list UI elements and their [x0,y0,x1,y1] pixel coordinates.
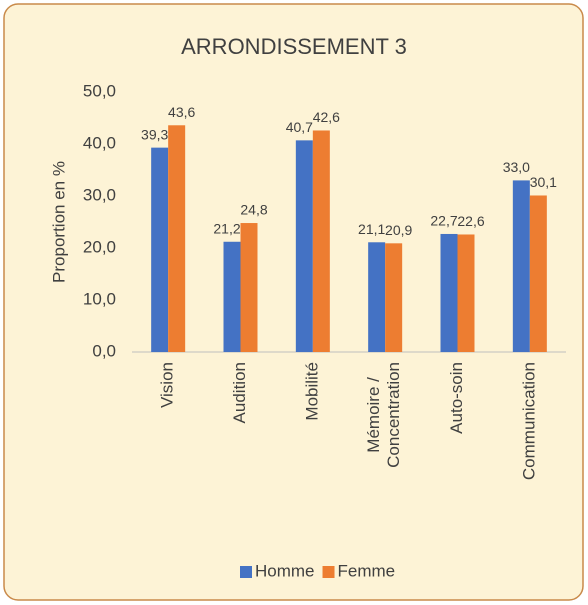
y-tick-label: 20,0 [83,237,116,256]
legend-label: Homme [255,561,315,580]
y-axis-label: Proportion en % [49,161,68,283]
y-tick-label: 10,0 [83,289,116,308]
bar [512,180,530,352]
x-tick-label: Vision [158,362,177,408]
value-label: 30,1 [530,174,557,190]
x-tick-label: Mobilité [302,362,321,421]
bar [440,233,458,352]
value-label: 20,9 [385,222,412,238]
bar [457,234,475,352]
legend-swatch [322,566,335,578]
bar [312,130,330,352]
x-tick-label: Audition [230,362,249,423]
bar [240,223,258,352]
x-tick-label: Communication [519,362,538,480]
x-tick-label: Auto-soin [447,362,466,434]
chart-frame [3,3,584,601]
value-label: 40,7 [286,119,313,135]
value-label: 24,8 [240,202,267,218]
legend-label: Femme [338,561,396,580]
value-label: 21,2 [213,220,240,236]
y-tick-label: 40,0 [83,133,116,152]
y-tick-label: 30,0 [83,185,116,204]
chart-title: ARRONDISSEMENT 3 [181,34,407,59]
y-tick-label: 50,0 [83,81,116,100]
value-label: 43,6 [168,104,195,120]
bar [385,243,403,352]
bar [168,125,186,352]
value-label: 22,6 [457,213,484,229]
value-label: 42,6 [313,109,340,125]
value-label: 22,7 [430,213,457,229]
value-label: 33,0 [503,159,530,175]
bar [368,242,386,352]
x-tick-label: Mémoire /Concentration [365,362,404,468]
bar [295,140,313,352]
value-label: 21,1 [358,221,385,237]
value-label: 39,3 [141,126,168,142]
bar [151,147,169,352]
y-tick-label: 0,0 [92,341,116,360]
bar [223,241,241,352]
legend-swatch [240,566,252,578]
bar [529,195,547,352]
